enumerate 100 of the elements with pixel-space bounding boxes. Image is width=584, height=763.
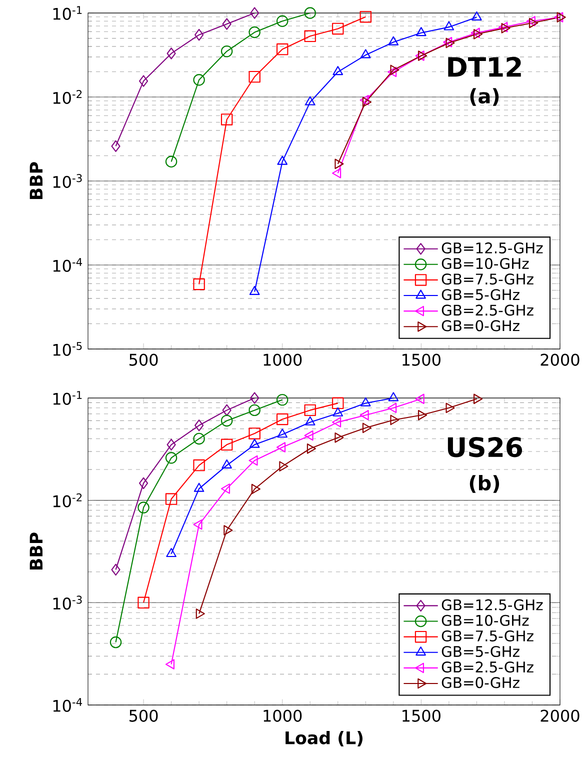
point (556, 12, 566, 22)
point (306, 443, 316, 454)
point (276, 15, 288, 28)
legend-label: GB=2.5-GHz (442, 661, 534, 673)
x-axis-title: Load (L) (286, 730, 362, 746)
point (111, 564, 120, 576)
point (248, 428, 260, 440)
point (446, 38, 455, 48)
point (304, 404, 316, 416)
point (193, 74, 205, 86)
point (220, 414, 233, 427)
annotation: (a) (470, 88, 499, 106)
point (248, 26, 260, 38)
point (165, 156, 178, 168)
point (193, 278, 205, 290)
y-tick-label: 10$^{-1}$ (53, 391, 82, 405)
annotation: DT12 (448, 56, 521, 77)
point (220, 484, 230, 494)
point (166, 438, 176, 451)
x-tick-label: 1000 (264, 710, 302, 722)
point (529, 18, 538, 28)
legend-label: GB=0-GHz (442, 677, 520, 688)
point (332, 407, 344, 416)
point (304, 30, 316, 42)
y-tick-label: 10$^{-5}$ (53, 342, 82, 356)
y-axis-title: BBP (30, 532, 42, 570)
point (304, 96, 316, 106)
x-tick-label: 1000 (264, 354, 302, 366)
point (166, 48, 176, 60)
point (248, 70, 260, 83)
point (277, 428, 288, 438)
point (277, 156, 288, 165)
point (304, 416, 316, 426)
point (276, 394, 288, 406)
point (165, 659, 174, 670)
point (222, 459, 232, 468)
point (222, 404, 232, 416)
point (249, 286, 260, 295)
point (220, 45, 233, 58)
point (111, 140, 120, 152)
point (444, 21, 454, 30)
point (362, 422, 372, 434)
x-tick-label: 1500 (402, 710, 440, 722)
legend-label: GB=10-GHz (442, 258, 529, 270)
y-tick-label: 10$^{-2}$ (53, 90, 82, 104)
point (332, 66, 344, 76)
y-tick-label: 10$^{-3}$ (53, 596, 82, 610)
point (501, 23, 510, 34)
point (222, 18, 232, 30)
point (250, 7, 260, 19)
point (165, 452, 178, 464)
point (388, 392, 399, 402)
legend-label: GB=7.5-GHz (442, 274, 534, 285)
y-tick-label: 10$^{-4}$ (53, 258, 82, 272)
point (332, 168, 342, 178)
point (251, 484, 260, 494)
point (165, 493, 178, 505)
point (138, 477, 148, 490)
point (248, 404, 260, 416)
point (332, 22, 344, 35)
point (416, 27, 426, 36)
point (224, 525, 233, 536)
point (446, 402, 455, 414)
y-tick-label: 10$^{-3}$ (53, 174, 82, 188)
point (332, 397, 344, 410)
point (360, 10, 372, 23)
legend-label: GB=10-GHz (442, 614, 529, 626)
point (110, 636, 122, 648)
point (249, 438, 260, 448)
legend-label: GB=12.5-GHz (442, 242, 543, 254)
point (474, 29, 483, 40)
y-tick-label: 10$^{-2}$ (53, 493, 82, 508)
point (194, 28, 204, 41)
point (390, 64, 400, 76)
annotation: US26 (448, 437, 522, 458)
point (360, 49, 371, 58)
y-tick-label: 10$^{-4}$ (53, 698, 82, 712)
point (138, 596, 150, 609)
point (388, 36, 399, 46)
point (193, 432, 205, 445)
point (474, 394, 483, 404)
annotation: (b) (470, 475, 500, 493)
point (220, 114, 233, 126)
point (390, 414, 400, 426)
point (220, 438, 233, 451)
point (138, 75, 148, 87)
x-tick-label: 500 (129, 710, 158, 722)
x-tick-label: 2000 (540, 354, 580, 366)
point (418, 50, 428, 61)
y-tick-label: 10$^{-1}$ (53, 6, 82, 20)
point (166, 548, 176, 558)
point (418, 410, 428, 420)
point (250, 392, 260, 404)
legend-label: GB=7.5-GHz (442, 630, 534, 642)
point (194, 482, 204, 492)
legend-label: GB=2.5-GHz (442, 304, 534, 316)
x-tick-label: 2000 (540, 710, 580, 722)
point (334, 158, 344, 170)
point (304, 7, 316, 19)
point (196, 608, 205, 619)
